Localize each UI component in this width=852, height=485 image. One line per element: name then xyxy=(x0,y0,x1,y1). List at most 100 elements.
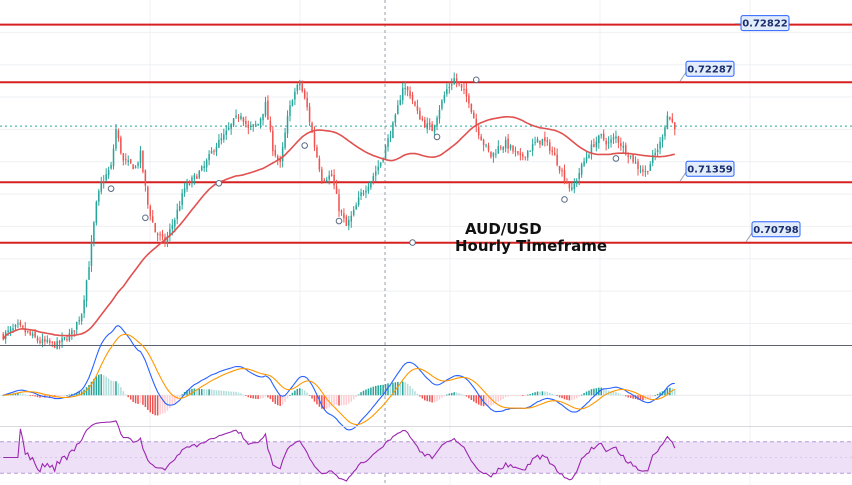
macd-bar xyxy=(561,395,563,399)
candle-body xyxy=(526,151,529,158)
macd-bar xyxy=(24,394,27,396)
candle-body xyxy=(573,183,576,190)
macd-bar xyxy=(531,393,534,396)
macd-bar xyxy=(200,388,203,396)
macd-bar xyxy=(465,395,468,397)
candle-body xyxy=(414,101,416,106)
macd-bar xyxy=(590,389,593,396)
macd-bar xyxy=(475,395,478,404)
macd-bar xyxy=(110,380,112,396)
candle-body xyxy=(156,233,159,236)
candle-body xyxy=(553,152,556,156)
candle-body xyxy=(71,330,73,335)
macd-bar xyxy=(178,395,181,398)
candle-body xyxy=(370,181,372,188)
candle-body xyxy=(112,148,115,167)
macd-bar xyxy=(433,395,436,403)
candle-body xyxy=(446,89,448,95)
candle-body xyxy=(588,154,590,159)
macd-bar xyxy=(578,395,580,397)
candle-body xyxy=(296,84,299,91)
candle-body xyxy=(281,147,284,162)
macd-bar xyxy=(377,385,379,396)
macd-bar xyxy=(575,395,578,399)
candle-body xyxy=(485,144,487,146)
macd-bar xyxy=(203,389,205,396)
candle-body xyxy=(105,174,107,181)
candle-body xyxy=(51,341,54,343)
event-marker xyxy=(612,155,620,162)
macd-bar xyxy=(392,382,394,396)
macd-bar xyxy=(39,395,41,398)
candle-body xyxy=(2,333,4,340)
candle-body xyxy=(262,113,264,121)
candle-body xyxy=(433,125,436,133)
macd-bar xyxy=(98,374,100,396)
macd-bar xyxy=(88,384,90,396)
macd-bar xyxy=(585,391,588,396)
event-marker xyxy=(107,185,115,192)
macd-bar xyxy=(416,393,419,396)
candle-body xyxy=(267,100,269,120)
macd-bar xyxy=(389,383,392,396)
candle-body xyxy=(377,166,379,171)
event-marker xyxy=(301,142,308,149)
macd-bar xyxy=(139,395,142,404)
macd-bar xyxy=(316,395,318,405)
macd-bar xyxy=(237,392,240,396)
candle-body xyxy=(627,155,629,158)
candle-body xyxy=(311,122,313,133)
candle-body xyxy=(470,103,473,113)
candle-body xyxy=(612,137,615,140)
macd-bar xyxy=(348,395,350,404)
macd-bar xyxy=(296,388,299,396)
macd-bar xyxy=(156,395,159,416)
candle-body xyxy=(139,150,142,164)
candle-body xyxy=(200,166,203,171)
candle-body xyxy=(458,82,460,85)
candle-body xyxy=(558,166,561,171)
candle-body xyxy=(19,322,22,326)
macd-bar xyxy=(129,395,132,400)
candle-body xyxy=(306,97,308,107)
candle-body xyxy=(590,144,593,155)
candle-body xyxy=(441,100,443,109)
candle-body xyxy=(659,141,661,149)
macd-bar xyxy=(34,395,36,397)
macd-bar xyxy=(311,395,313,399)
candle-body xyxy=(144,170,147,186)
macd-bar xyxy=(205,389,208,396)
candle-body xyxy=(93,222,95,242)
candle-body xyxy=(237,117,240,119)
candle-body xyxy=(313,131,316,147)
candle-body xyxy=(166,236,169,244)
candle-body xyxy=(426,123,428,129)
macd-bar xyxy=(431,395,433,403)
macd-bar xyxy=(166,395,169,411)
candle-body xyxy=(379,162,382,167)
candle-body xyxy=(107,170,110,176)
candle-body xyxy=(66,338,68,341)
candle-body xyxy=(362,192,365,194)
macd-bar xyxy=(213,389,215,396)
event-marker xyxy=(409,239,416,246)
candle-body xyxy=(289,105,291,117)
macd-bar xyxy=(151,395,154,415)
candle-body xyxy=(174,219,176,227)
candle-body xyxy=(235,115,237,118)
macd-bar xyxy=(620,394,622,396)
event-marker xyxy=(215,179,223,187)
event-marker xyxy=(433,133,441,141)
chart-title: AUD/USD xyxy=(465,220,542,238)
macd-bar xyxy=(230,391,232,396)
macd-bar xyxy=(267,395,269,398)
macd-bar xyxy=(671,388,674,396)
price-tag-label: 0.70798 xyxy=(753,225,799,236)
macd-bar xyxy=(262,395,264,399)
candle-body xyxy=(595,141,598,148)
macd-bar xyxy=(164,395,166,413)
candle-body xyxy=(294,91,296,100)
macd-bar xyxy=(571,395,573,401)
macd-bar xyxy=(144,395,147,408)
